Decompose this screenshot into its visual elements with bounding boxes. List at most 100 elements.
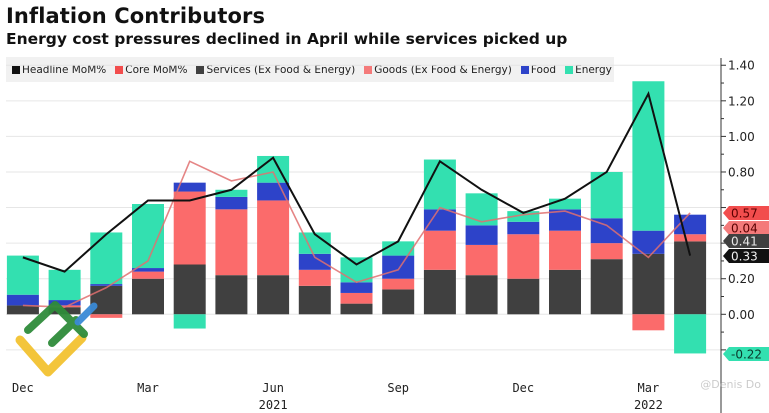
legend-swatch-goods: [364, 65, 373, 74]
last-value-tags: 0.570.040.410.33 -0.22: [723, 206, 769, 362]
legend-label: Energy: [575, 63, 612, 76]
bar-segment-goods: [48, 305, 81, 308]
bar-segment-goods: [507, 234, 540, 279]
bar-segment-food: [382, 255, 415, 279]
x-tick-label: Dec: [512, 381, 534, 395]
bar-segment-energy: [48, 269, 81, 301]
bar-segment-services: [132, 278, 164, 315]
x-year-label: 2022: [634, 398, 663, 412]
bar-segment-food: [340, 282, 373, 293]
legend-item-energy: Energy: [565, 64, 612, 76]
bar-segment-energy: [674, 314, 707, 354]
value-tag: 0.04: [723, 221, 769, 236]
bar-segment-services: [590, 259, 623, 315]
legend-swatch-services: [196, 65, 205, 74]
bar-segment-services: [6, 305, 39, 315]
bar-segment-energy: [90, 232, 123, 285]
logo-watermark: [15, 301, 98, 377]
bar-segment-services: [173, 264, 206, 315]
bar-segment-goods: [215, 209, 248, 276]
legend-label: Headline MoM%: [22, 63, 107, 76]
legend-label: Core MoM%: [125, 63, 188, 76]
bar-segment-food: [507, 221, 540, 235]
x-tick-label: Dec: [12, 381, 34, 395]
chart-title: Inflation Contributors: [6, 4, 266, 28]
bar-segment-energy: [215, 189, 248, 197]
bar-segment-goods: [298, 269, 331, 286]
value-tag-label: 0.41: [731, 235, 758, 249]
value-tag-background: [723, 249, 769, 263]
legend-item-headline: Headline MoM%: [12, 64, 106, 76]
bar-segment-energy: [340, 257, 373, 283]
bar-segment-goods: [257, 200, 290, 276]
logo-blue-stroke: [74, 302, 98, 326]
bar-segment-food: [632, 230, 665, 254]
core-line: [22, 160, 691, 308]
x-tick-label: Sep: [387, 381, 409, 395]
legend-item-food: Food: [520, 63, 557, 76]
chart-subtitle: Energy cost pressures declined in April …: [6, 30, 568, 48]
bar-segment-goods: [465, 244, 498, 276]
bar-segment-services: [423, 269, 456, 315]
x-axis: Dec Mar Jun 2021 Sep Dec Mar 2022: [12, 381, 663, 412]
y-axis: 0.00 0.20 0.80 1.00 1.20 1.40: [720, 58, 755, 413]
x-tick-label: Mar: [638, 381, 660, 395]
bar-segment-services: [90, 285, 123, 315]
headline-line: [22, 90, 692, 273]
value-tag-label: 0.57: [731, 207, 758, 221]
bars: [6, 81, 707, 354]
legend-swatch-energy: [565, 65, 574, 74]
bar-segment-energy: [507, 211, 540, 222]
value-tag-label: 0.04: [731, 222, 758, 236]
bar-segment-services: [298, 285, 331, 315]
bar-segment-goods: [90, 314, 123, 318]
lines: [22, 90, 692, 308]
bar-segment-food: [173, 182, 206, 192]
bar-segment-goods: [674, 234, 707, 242]
legend-label: Services (Ex Food & Energy): [206, 63, 356, 76]
value-tag: -0.22: [723, 347, 769, 362]
value-tag-background: [723, 234, 769, 248]
bar-segment-goods: [632, 314, 665, 331]
bar-segment-energy: [298, 232, 331, 254]
bar-segment-services: [507, 278, 540, 315]
bar-segment-services: [215, 275, 248, 315]
bar-segment-goods: [590, 243, 623, 260]
bar-segment-services: [340, 303, 373, 315]
x-tick-label: Mar: [137, 381, 159, 395]
bar-segment-goods: [423, 230, 456, 270]
x-year-label: 2021: [259, 398, 288, 412]
bar-segment-food: [6, 294, 39, 306]
value-tag-background: [723, 206, 769, 220]
y-tick-label: 1.00: [728, 130, 755, 144]
value-tag-background: [723, 221, 769, 235]
legend-label: Food: [530, 63, 557, 76]
legend-item-services: Services (Ex Food & Energy): [196, 64, 355, 76]
bar-segment-goods: [549, 230, 581, 270]
value-tag: 0.33: [723, 249, 769, 264]
bar-segment-services: [257, 275, 290, 315]
y-tick-label: 0.80: [728, 165, 755, 179]
bar-segment-food: [48, 300, 81, 306]
bar-segment-food: [465, 225, 498, 245]
bar-segment-energy: [632, 81, 665, 231]
legend-label: Goods (Ex Food & Energy): [374, 63, 512, 76]
bar-segment-goods: [382, 278, 415, 290]
bar-segment-goods: [132, 271, 164, 279]
value-tag-background: [723, 347, 769, 361]
bar-segment-services: [632, 253, 665, 315]
value-tag-label: -0.22: [731, 348, 762, 362]
bar-segment-food: [90, 284, 123, 286]
bar-segment-food: [674, 214, 707, 235]
value-tag: 0.57: [723, 206, 769, 221]
bar-segment-goods: [173, 191, 206, 265]
logo-green-shape: [24, 301, 88, 347]
legend-swatch-food: [520, 65, 529, 74]
bar-segment-energy: [173, 314, 206, 329]
legend-swatch-core: [115, 65, 124, 74]
bar-segment-food: [423, 209, 456, 231]
bar-segment-services: [465, 275, 498, 315]
x-tick-label: Jun: [262, 381, 284, 395]
legend: Headline MoM% Core MoM% Services (Ex Foo…: [6, 57, 614, 82]
